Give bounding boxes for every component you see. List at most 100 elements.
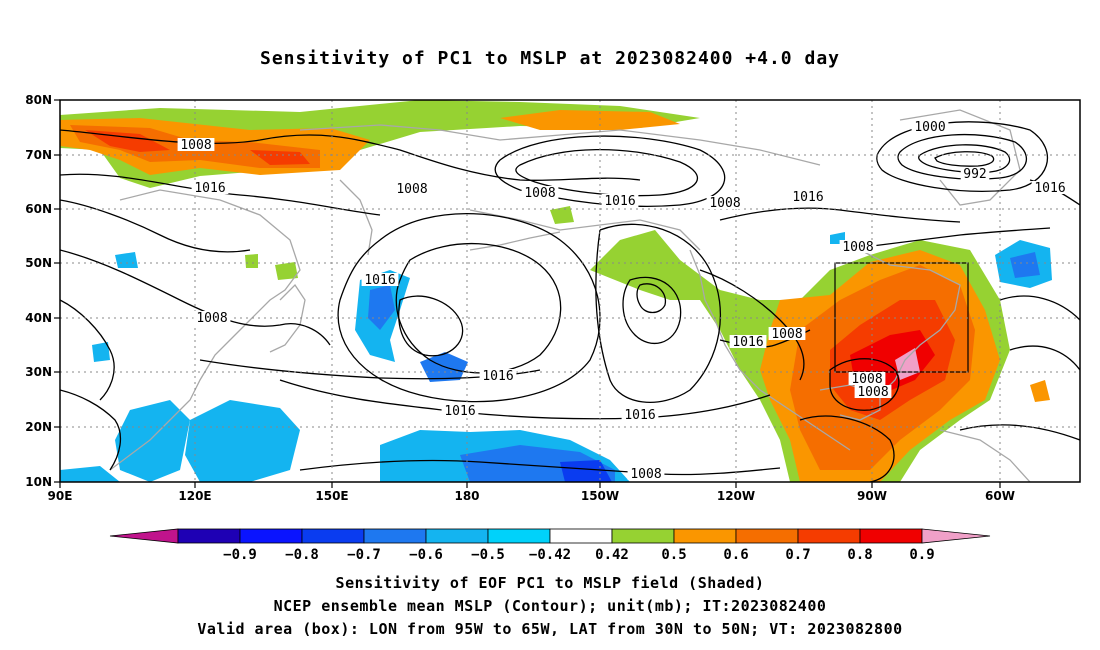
coast-japan (269, 283, 306, 353)
colorbar-label: 0.5 (661, 547, 686, 563)
colorbar-label: −0.7 (347, 547, 381, 563)
contour-label: 1016 (732, 335, 763, 350)
colorbar-swatch (425, 528, 489, 544)
footer-line-2: NCEP ensemble mean MSLP (Contour); unit(… (273, 597, 827, 615)
contour-greenland-1 (876, 121, 1048, 192)
contour-label: 1016 (444, 404, 475, 419)
contour-na-low-2 (799, 415, 895, 482)
contour-label: 1008 (851, 372, 882, 387)
contour-label-bg (393, 182, 431, 195)
shade-pos-small-1 (275, 262, 298, 280)
colorbar-label: 0.6 (723, 547, 748, 563)
lat-tick-label: 20N (25, 420, 52, 434)
lon-tick-label: 150E (315, 489, 348, 503)
contour-label: 1008 (709, 196, 740, 211)
colorbar: −0.9 −0.8 −0.7 −0.6 −0.5 −0.42 0.42 0.5 0.6 0.7 0.… (109, 528, 991, 563)
colorbar-swatch (487, 528, 551, 544)
contour-label: 1008 (771, 327, 802, 342)
coast-kamchatka (339, 179, 373, 256)
colorbar-label: −0.42 (529, 547, 571, 563)
coast-na-west (689, 249, 851, 451)
contour-label-bg (193, 311, 231, 324)
colorbar-swatch (177, 528, 241, 544)
colorbar-swatch (239, 528, 303, 544)
contour-label-bg (479, 369, 517, 382)
contour-label: 1016 (194, 181, 225, 196)
contour-label: 1000 (914, 120, 945, 135)
coast-aleutians (469, 231, 561, 251)
contour-greenland-2 (897, 133, 1027, 180)
colorbar-swatch (301, 528, 365, 544)
shade-neg-central-pacific-deep (560, 460, 612, 482)
contour-beaufort-low-1 (494, 135, 726, 207)
contour-south-1016 (279, 379, 771, 420)
coast-alaska (469, 209, 701, 251)
contour-enpac-inner (622, 276, 682, 344)
contour-label: 1008 (524, 186, 555, 201)
coast-gulf (819, 384, 881, 421)
contour-label: 1016 (792, 190, 823, 205)
shade-neg-west-pacific (185, 400, 300, 482)
contour-na-1016 (699, 269, 805, 381)
lat-tick-label: 40N (25, 311, 52, 325)
contour-label-bg (789, 190, 827, 203)
contour-label: 1016 (624, 408, 655, 423)
coast-greenland (899, 109, 1021, 206)
shade-arctic-red-2 (250, 150, 310, 165)
shade-pos-small-2 (550, 206, 574, 224)
contour-enpac-small (636, 283, 667, 314)
contour-label-bg (521, 186, 559, 199)
contour-wiggle-west-2 (60, 389, 122, 471)
shade-neg-aleutian-dark (368, 285, 395, 330)
colorbar-triangle-high (921, 528, 991, 544)
lat-tick-label: 10N (25, 475, 52, 489)
lon-tick-label: 120E (178, 489, 211, 503)
contour-label-bg (177, 138, 215, 151)
contour-label-bg (911, 120, 949, 133)
colorbar-label: −0.9 (223, 547, 257, 563)
shade-atlantic-orange (1030, 380, 1050, 402)
contour-label-bg (627, 467, 665, 480)
contour-label: 1008 (396, 182, 427, 197)
contour-label-bg (960, 167, 990, 180)
lat-tick-label: 50N (25, 256, 52, 270)
footer-line-3: Valid area (box): LON from 95W to 65W, L… (197, 620, 903, 638)
lat-tick-label: 30N (25, 365, 52, 379)
contour-label: 1008 (857, 385, 888, 400)
contour-label-bg (601, 194, 639, 207)
shaded-field (60, 100, 1052, 482)
contour-npac-high-1 (337, 212, 601, 403)
lat-tick-label: 80N (25, 93, 52, 107)
contour-label-bg (729, 335, 767, 348)
contour-trop-1008 (299, 459, 781, 476)
lat-tick-label: 70N (25, 148, 52, 162)
lon-tick-label: 60W (985, 489, 1015, 503)
contour-greenland-4 (934, 151, 995, 167)
lon-tick-label: 150W (581, 489, 619, 503)
contour-enpac-high (595, 223, 722, 403)
contour-beaufort-low-2 (515, 148, 699, 197)
colorbar-label: −0.5 (471, 547, 505, 563)
lat-tick-label: 60N (25, 202, 52, 216)
map-frame (59, 99, 1081, 483)
contour-label-bg (441, 404, 479, 417)
colorbar-swatch (611, 528, 675, 544)
contour-label: 1016 (482, 369, 513, 384)
coast-na-east (859, 249, 961, 396)
contour-label-bg (361, 273, 399, 286)
contour-label-bg (848, 372, 886, 385)
colorbar-label: 0.8 (847, 547, 872, 563)
contour-label: 1008 (196, 311, 227, 326)
colorbar-swatch (797, 528, 861, 544)
colorbar-label: −0.8 (285, 547, 319, 563)
axes: 90E 120E 150E 180 150W 120W 90W 60W 80N 70N 60N 50N… (25, 93, 1015, 503)
shade-neg-west-pacific-2 (115, 400, 190, 482)
lon-tick-label: 90E (48, 489, 73, 503)
lon-tick-label: 180 (454, 489, 479, 503)
coast-south-america (939, 429, 1031, 482)
contour-npac-high-3 (398, 295, 464, 357)
contour-label: 1008 (842, 240, 873, 255)
contour-arctic-1016 (60, 173, 381, 216)
